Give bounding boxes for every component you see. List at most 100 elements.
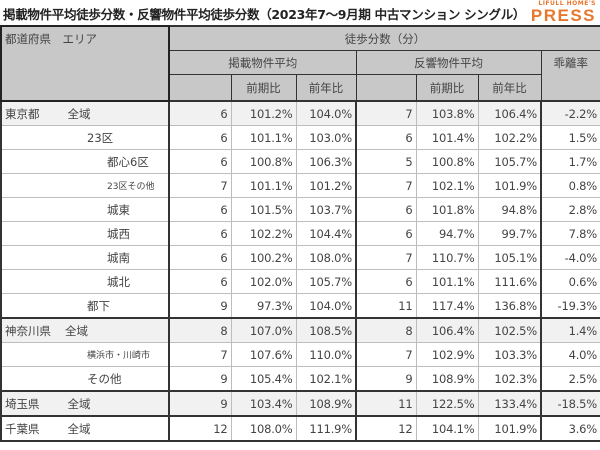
- inquiry-qoq: 101.1%: [415, 269, 479, 294]
- listed-yoy: 108.9%: [295, 390, 357, 417]
- listed-yoy: 101.2%: [295, 173, 357, 198]
- divergence: 3.6%: [539, 415, 600, 442]
- chart-title: 掲載物件平均徒歩分数・反響物件平均徒歩分数（2023年7～9月期 中古マンション…: [3, 7, 526, 22]
- table-row: 都下 9 97.3% 104.0% 11 117.4% 136.8% -19.3…: [0, 293, 600, 319]
- inquiry-yoy: 101.9%: [477, 173, 542, 198]
- table-row: 23区 6 101.1% 103.0% 6 101.4% 102.2% 1.5%: [0, 125, 600, 150]
- inquiry-qoq: 101.4%: [415, 125, 479, 150]
- header-inquiry-yoy: 前年比: [477, 74, 542, 102]
- inquiry-yoy: 111.6%: [477, 269, 542, 294]
- row-label: 千葉県 全域: [0, 415, 170, 442]
- listed-avg: 6: [168, 197, 232, 222]
- listed-qoq: 100.8%: [230, 149, 297, 174]
- listed-yoy: 102.1%: [295, 366, 357, 392]
- table-row: 城東 6 101.5% 103.7% 6 101.8% 94.8% 2.8%: [0, 197, 600, 222]
- listed-avg: 7: [168, 173, 232, 198]
- divergence: 1.7%: [539, 149, 600, 174]
- divergence: 1.5%: [539, 125, 600, 150]
- header-listed-qoq: 前期比: [230, 74, 297, 102]
- header-listed-yoy: 前年比: [295, 74, 357, 102]
- divergence: -19.3%: [539, 293, 600, 319]
- divergence: -2.2%: [539, 100, 600, 126]
- listed-qoq: 101.2%: [230, 100, 297, 126]
- listed-yoy: 103.0%: [295, 125, 357, 150]
- header-inquiry-avg: 反響物件平均: [355, 50, 542, 75]
- divergence: 2.8%: [539, 197, 600, 222]
- listed-yoy: 108.0%: [295, 245, 357, 270]
- listed-qoq: 101.5%: [230, 197, 297, 222]
- divergence: 4.0%: [539, 342, 600, 367]
- listed-yoy: 110.0%: [295, 342, 357, 367]
- row-label: 都下: [0, 293, 170, 319]
- divergence: -4.0%: [539, 245, 600, 270]
- inquiry-avg: 11: [355, 390, 417, 417]
- listed-avg: 9: [168, 366, 232, 392]
- inquiry-avg: 7: [355, 245, 417, 270]
- inquiry-qoq: 102.9%: [415, 342, 479, 367]
- listed-yoy: 108.5%: [295, 317, 357, 343]
- inquiry-yoy: 136.8%: [477, 293, 542, 319]
- listed-avg: 6: [168, 100, 232, 126]
- listed-avg: 9: [168, 293, 232, 319]
- inquiry-yoy: 106.4%: [477, 100, 542, 126]
- inquiry-yoy: 101.9%: [477, 415, 542, 442]
- inquiry-avg: 5: [355, 149, 417, 174]
- inquiry-yoy: 105.7%: [477, 149, 542, 174]
- listed-qoq: 100.2%: [230, 245, 297, 270]
- row-label: 城西: [0, 221, 170, 246]
- inquiry-avg: 12: [355, 415, 417, 442]
- row-label: 埼玉県 全域: [0, 390, 170, 417]
- inquiry-avg: 6: [355, 197, 417, 222]
- table-row: 都心6区 6 100.8% 106.3% 5 100.8% 105.7% 1.7…: [0, 149, 600, 174]
- listed-qoq: 102.2%: [230, 221, 297, 246]
- inquiry-qoq: 100.8%: [415, 149, 479, 174]
- listed-avg: 6: [168, 269, 232, 294]
- inquiry-avg: 11: [355, 293, 417, 319]
- divergence: 0.6%: [539, 269, 600, 294]
- inquiry-qoq: 122.5%: [415, 390, 479, 417]
- listed-qoq: 97.3%: [230, 293, 297, 319]
- listed-avg: 9: [168, 390, 232, 417]
- listed-avg: 6: [168, 125, 232, 150]
- table-row: 23区その他 7 101.1% 101.2% 7 102.1% 101.9% 0…: [0, 173, 600, 198]
- listed-avg: 7: [168, 342, 232, 367]
- listed-qoq: 102.0%: [230, 269, 297, 294]
- inquiry-yoy: 94.8%: [477, 197, 542, 222]
- table-row: 城北 6 102.0% 105.7% 6 101.1% 111.6% 0.6%: [0, 269, 600, 294]
- row-label: 東京都 全域: [0, 100, 170, 126]
- row-label: 23区その他: [0, 173, 170, 198]
- row-label: 都心6区: [0, 149, 170, 174]
- header-listed-avg: 掲載物件平均: [168, 50, 357, 75]
- inquiry-qoq: 104.1%: [415, 415, 479, 442]
- table-row: その他 9 105.4% 102.1% 9 108.9% 102.3% 2.5%: [0, 366, 600, 392]
- inquiry-avg: 7: [355, 342, 417, 367]
- listed-yoy: 104.4%: [295, 221, 357, 246]
- row-label: 城東: [0, 197, 170, 222]
- listed-qoq: 107.6%: [230, 342, 297, 367]
- listed-qoq: 103.4%: [230, 390, 297, 417]
- inquiry-avg: 6: [355, 221, 417, 246]
- listed-yoy: 104.0%: [295, 293, 357, 319]
- walk-minutes-table: 都道府県 エリア 徒歩分数（分） 掲載物件平均 反響物件平均 乖離率 前期比 前…: [0, 25, 600, 442]
- inquiry-qoq: 94.7%: [415, 221, 479, 246]
- row-label: 横浜市・川崎市: [0, 342, 170, 367]
- inquiry-qoq: 103.8%: [415, 100, 479, 126]
- inquiry-qoq: 106.4%: [415, 317, 479, 343]
- inquiry-yoy: 105.1%: [477, 245, 542, 270]
- inquiry-avg: 7: [355, 100, 417, 126]
- table-row: 東京都 全域 6 101.2% 104.0% 7 103.8% 106.4% -2…: [0, 100, 600, 126]
- inquiry-qoq: 101.8%: [415, 197, 479, 222]
- header-inquiry-blank: [355, 74, 417, 102]
- table-row: 神奈川県 全域 8 107.0% 108.5% 8 106.4% 102.5% 1…: [0, 317, 600, 343]
- lifull-homes-press-logo: LIFULL HOME'S PRESS: [531, 0, 596, 24]
- listed-avg: 6: [168, 245, 232, 270]
- table-row: 城西 6 102.2% 104.4% 6 94.7% 99.7% 7.8%: [0, 221, 600, 246]
- listed-yoy: 105.7%: [295, 269, 357, 294]
- inquiry-yoy: 102.2%: [477, 125, 542, 150]
- inquiry-qoq: 110.7%: [415, 245, 479, 270]
- divergence: 1.4%: [539, 317, 600, 343]
- inquiry-qoq: 102.1%: [415, 173, 479, 198]
- table-row: 城南 6 100.2% 108.0% 7 110.7% 105.1% -4.0%: [0, 245, 600, 270]
- logo-top-text: LIFULL HOME'S: [538, 0, 596, 7]
- inquiry-qoq: 108.9%: [415, 366, 479, 392]
